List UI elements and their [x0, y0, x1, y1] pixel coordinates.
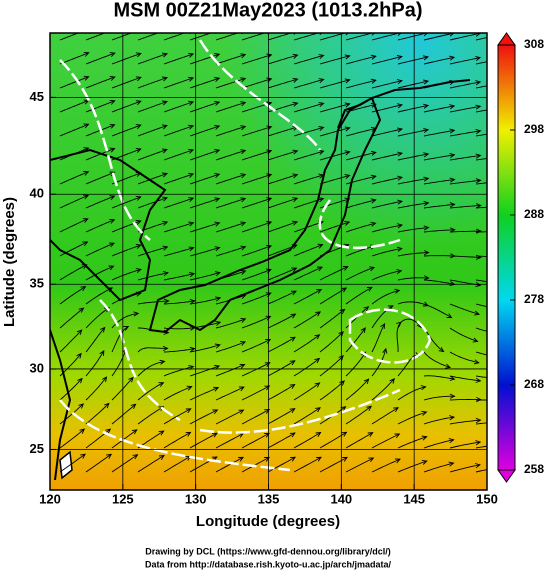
stream-arrow: [84, 29, 89, 33]
x-tick-label: 125: [112, 491, 134, 506]
colorbar-top-arrow: [498, 33, 515, 45]
y-tick-label: 30: [30, 360, 44, 375]
y-tick-label: 35: [30, 276, 44, 291]
credit: Drawing by DCL (https://www.gfd-dennou.o…: [145, 546, 391, 556]
x-tick-label: 145: [403, 491, 425, 506]
x-tick-label: 120: [39, 491, 61, 506]
x-tick-label: 140: [330, 491, 352, 506]
colorbar-tick-label: 278: [524, 292, 544, 306]
colorbar-bottom-arrow: [498, 470, 515, 482]
colorbar-tick-label: 258: [524, 462, 544, 476]
y-tick-label: 40: [30, 186, 44, 201]
credit: Data from http://database.rish.kyoto-u.a…: [145, 559, 392, 569]
colorbar-tick-label: 308: [524, 37, 544, 51]
x-tick-label: 150: [476, 491, 498, 506]
x-tick-label: 130: [185, 491, 207, 506]
colorbar-tick-label: 298: [524, 122, 544, 136]
map-title: MSM 00Z21May2023 (1013.2hPa): [113, 0, 422, 21]
stream-arrow: [110, 29, 115, 33]
x-axis-label: Longitude (degrees): [196, 513, 340, 530]
colorbar-tick-label: 268: [524, 377, 544, 391]
y-tick-label: 45: [30, 89, 44, 104]
y-tick-label: 25: [30, 441, 44, 456]
colorbar: [498, 45, 515, 470]
colorbar-tick-label: 288: [524, 207, 544, 221]
x-tick-label: 135: [258, 491, 280, 506]
y-axis-label: Latitude (degrees): [1, 197, 18, 327]
